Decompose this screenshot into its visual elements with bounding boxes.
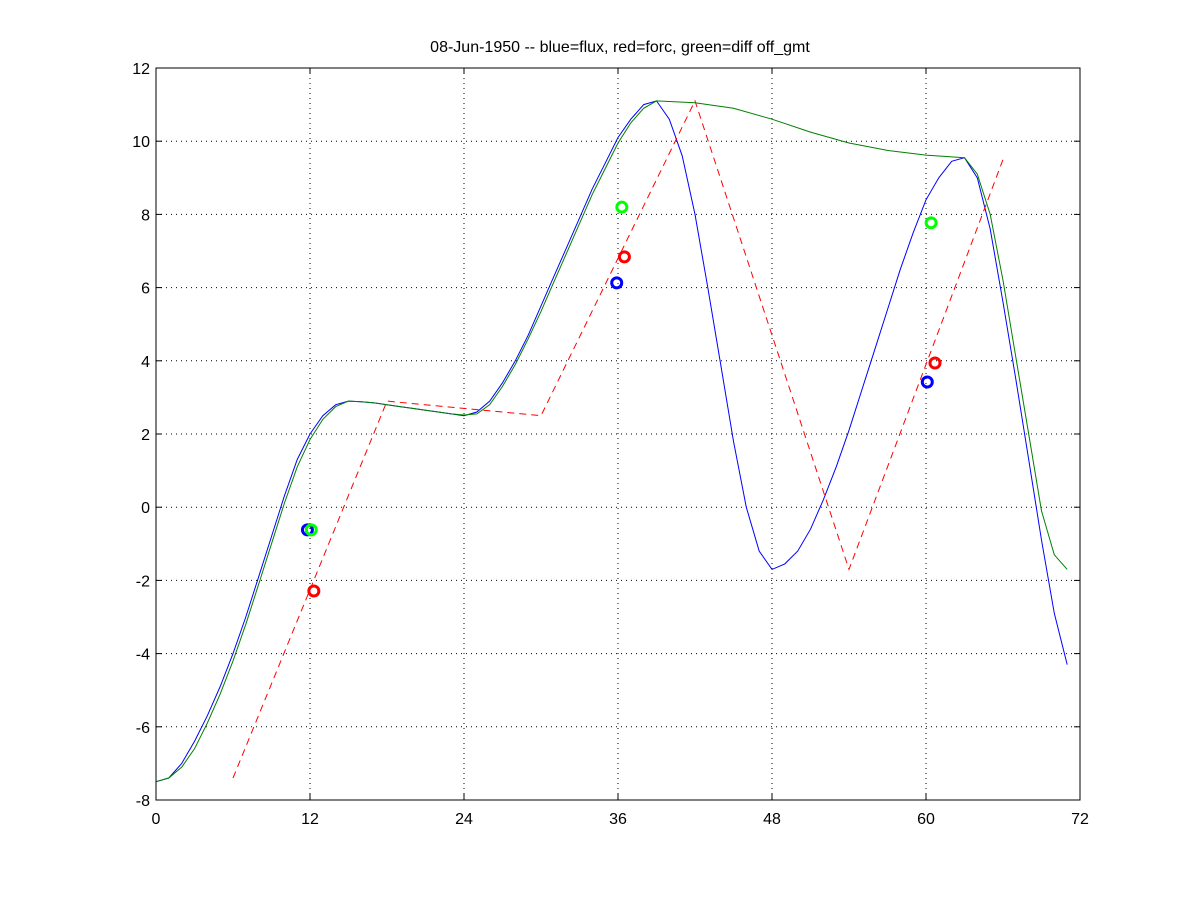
- x-tick-label: 60: [917, 811, 935, 828]
- plot-area-border: [155, 67, 1081, 801]
- y-tick-label: 8: [141, 207, 150, 224]
- y-tick-label: 4: [141, 354, 150, 371]
- marker-flux: [610, 276, 624, 290]
- marker-flux: [920, 375, 934, 389]
- x-tick-label: 48: [763, 811, 781, 828]
- series-group: [155, 99, 1068, 783]
- y-tick-label: 6: [141, 281, 150, 298]
- y-tick-label: 2: [141, 427, 150, 444]
- marker-diff: [615, 200, 629, 214]
- y-tick-label: -4: [136, 647, 150, 664]
- x-tick-label: 24: [455, 811, 473, 828]
- y-tick-label: -8: [136, 793, 150, 810]
- x-tick-label: 72: [1071, 811, 1089, 828]
- y-tick-label: 0: [141, 500, 150, 517]
- series-line-forc: [232, 99, 1004, 779]
- marker-forc: [928, 356, 942, 370]
- x-tick-label: 36: [609, 811, 627, 828]
- y-tick-label: 10: [132, 134, 150, 151]
- chart-title: 08-Jun-1950 -- blue=flux, red=forc, gree…: [430, 39, 810, 56]
- series-line-flux: [155, 100, 1068, 783]
- marker-diff: [924, 216, 938, 230]
- y-tick-label: -2: [136, 573, 150, 590]
- markers-group: [300, 200, 942, 598]
- marker-forc: [307, 584, 321, 598]
- y-tick-label: -6: [136, 720, 150, 737]
- x-tick-label: 12: [301, 811, 319, 828]
- x-tick-label: 0: [152, 811, 161, 828]
- marker-diff: [304, 523, 318, 537]
- marker-forc: [617, 250, 631, 264]
- series-line-diff-off_gmt: [155, 100, 1068, 783]
- y-tick-label: 12: [132, 61, 150, 78]
